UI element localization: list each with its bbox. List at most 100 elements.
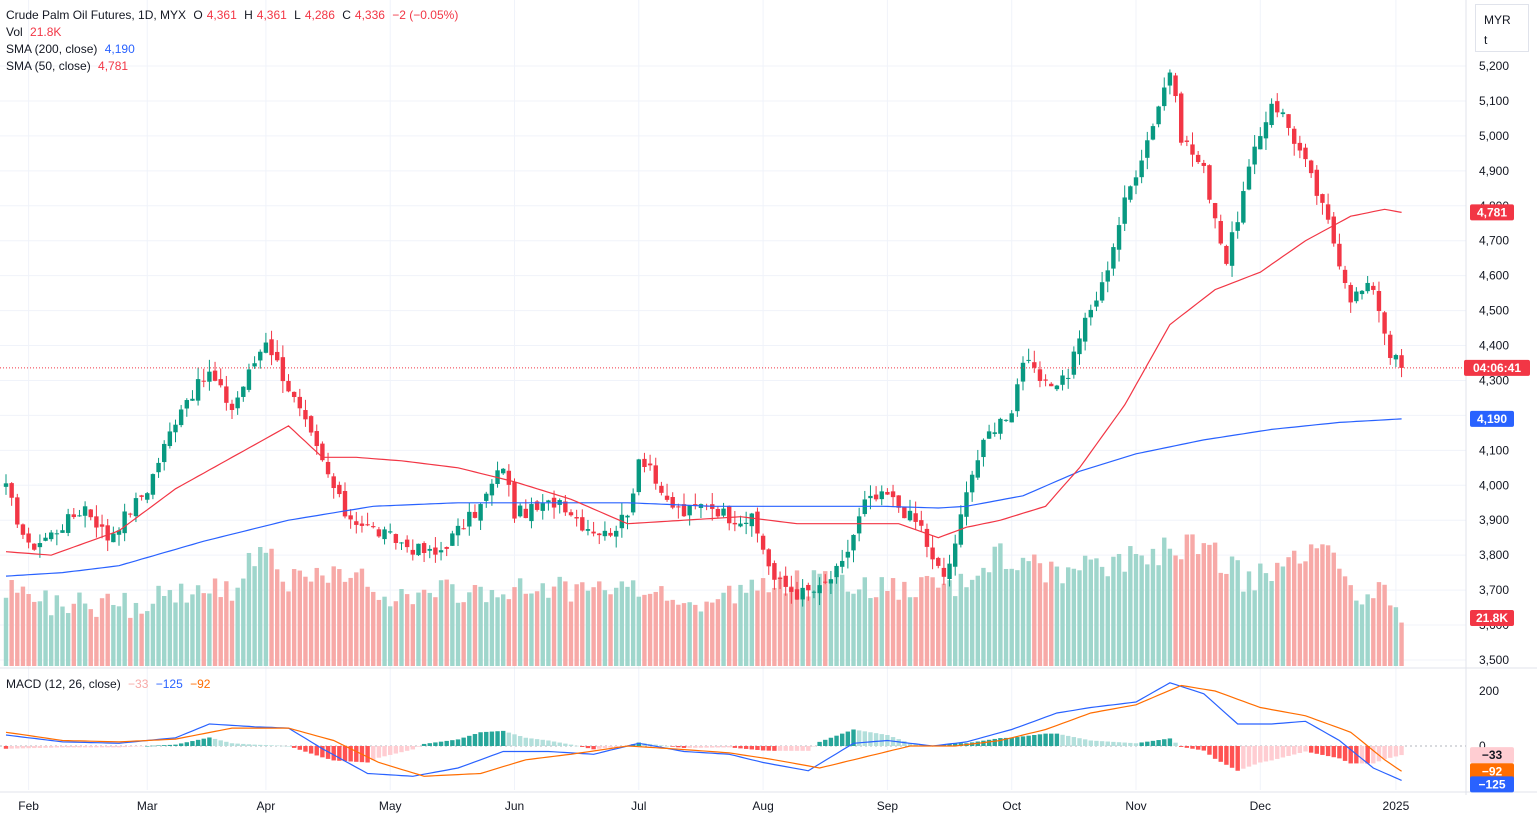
volume-bar <box>1292 550 1297 666</box>
macd-histogram-bar <box>1049 733 1054 746</box>
currency-unit-button[interactable]: MYR t <box>1475 4 1529 52</box>
countdown-badge-text: 04:06:41 <box>1473 361 1521 375</box>
candle-body <box>941 567 947 577</box>
candle-body <box>1314 169 1319 196</box>
volume-bar <box>49 615 54 666</box>
volume-bar <box>1190 534 1195 666</box>
volume-bar <box>382 596 387 666</box>
candle-body <box>964 492 969 517</box>
volume-bar <box>37 601 43 666</box>
volume-bar <box>1337 568 1342 666</box>
volume-bar <box>365 586 370 666</box>
volume-bar <box>1009 568 1014 666</box>
macd-histogram-bar <box>1105 741 1110 746</box>
macd-histogram-bar <box>563 743 568 746</box>
volume-bar <box>529 593 534 666</box>
candle-body <box>269 339 274 356</box>
time-tick-label: Mar <box>137 799 158 813</box>
volume-bar <box>173 602 178 666</box>
candle-body <box>427 548 432 551</box>
candle-body <box>1173 75 1178 97</box>
macd-histogram-bar <box>693 746 698 748</box>
candle-body <box>212 370 218 381</box>
volume-bar <box>1043 582 1048 666</box>
volume-bar <box>1371 598 1376 666</box>
volume-bar <box>840 574 845 666</box>
macd-histogram-bar <box>580 746 585 747</box>
candle-body <box>26 533 31 543</box>
macd-hist-badge <box>1470 747 1514 764</box>
volume-bar <box>1218 572 1223 666</box>
time-tick-label: 2025 <box>1383 799 1410 813</box>
candle-body <box>806 584 811 591</box>
candle-body <box>947 563 952 579</box>
candle-body <box>840 560 845 567</box>
volume-bar <box>15 592 20 666</box>
volume-bar <box>1139 555 1144 666</box>
candle-body <box>817 585 822 594</box>
macd-histogram-bar <box>1020 736 1026 746</box>
macd-histogram-bar <box>167 744 173 746</box>
macd-histogram-bar <box>94 746 99 748</box>
candle-body <box>1156 106 1161 125</box>
macd-histogram-bar <box>1054 733 1060 746</box>
macd-histogram-bar <box>139 746 144 747</box>
candle-body <box>354 521 359 525</box>
macd-histogram-bar <box>591 746 596 750</box>
candle-body <box>890 491 896 498</box>
candle-body <box>998 418 1003 434</box>
macd-histogram-bar <box>1235 746 1240 771</box>
time-tick-label: May <box>379 799 402 813</box>
candle-body <box>1308 160 1314 174</box>
volume-bar <box>551 586 557 666</box>
macd-histogram-bar <box>1388 746 1393 758</box>
volume-bar <box>704 601 709 666</box>
candle-body <box>1128 186 1133 200</box>
macd-histogram-bar <box>676 746 681 748</box>
volume-bar <box>438 580 444 666</box>
candle-body <box>286 380 291 392</box>
macd-histogram-bar <box>337 746 342 761</box>
volume-bar <box>128 617 133 666</box>
candle-body <box>1286 114 1291 128</box>
price-tick-label: 5,200 <box>1479 59 1509 73</box>
volume-bar <box>851 593 856 666</box>
candle-body <box>1167 72 1173 86</box>
price-tick-label: 3,800 <box>1479 548 1509 562</box>
macd-histogram-bar <box>585 746 591 749</box>
candle-body <box>150 474 156 495</box>
macd-histogram-bar <box>1331 746 1336 758</box>
volume-bar <box>1388 605 1393 666</box>
macd-histogram-bar <box>760 746 766 751</box>
volume-bar <box>376 599 382 666</box>
macd-histogram-bar <box>1252 746 1257 765</box>
volume-bar <box>958 573 964 666</box>
candle-body <box>348 515 353 520</box>
macd-histogram-bar <box>1156 740 1161 746</box>
volume-bar <box>348 577 353 666</box>
candle-body <box>1348 284 1353 303</box>
volume-bar <box>568 601 574 666</box>
volume-bar <box>1314 548 1319 666</box>
volume-bar <box>941 583 947 666</box>
candle-body <box>851 534 856 551</box>
macd-histogram-bar <box>286 746 291 747</box>
macd-histogram-bar <box>766 746 771 751</box>
candle-body <box>1026 359 1031 361</box>
volume-bar <box>890 578 896 666</box>
candle-body <box>585 529 591 531</box>
macd-histogram-bar <box>772 746 777 751</box>
candle-body <box>173 424 178 433</box>
macd-histogram-bar <box>913 743 918 746</box>
macd-histogram-bar <box>184 742 189 746</box>
candle-body <box>1331 216 1336 244</box>
candle-body <box>190 398 195 401</box>
macd-histogram-bar <box>331 746 336 761</box>
macd-histogram-bar <box>998 738 1003 746</box>
volume-bar <box>235 587 240 666</box>
candle-body <box>433 547 438 555</box>
volume-bar <box>625 586 630 666</box>
candle-body <box>314 431 319 447</box>
macd-histogram-bar <box>314 746 319 756</box>
